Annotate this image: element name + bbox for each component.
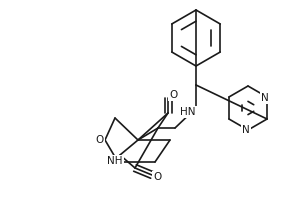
Text: HN: HN [180, 107, 196, 117]
Text: O: O [169, 90, 177, 100]
Text: O: O [96, 135, 104, 145]
Text: O: O [153, 172, 161, 182]
Text: N: N [261, 93, 269, 103]
Text: NH: NH [107, 156, 123, 166]
Text: N: N [242, 125, 250, 135]
